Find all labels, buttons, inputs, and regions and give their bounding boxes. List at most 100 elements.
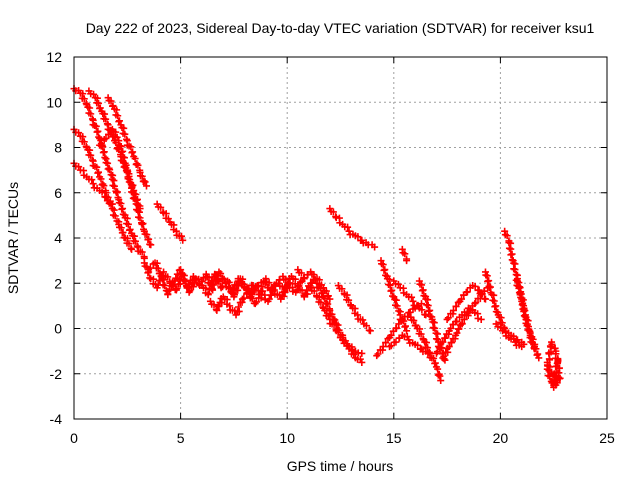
data-point [458,320,466,328]
data-point [554,356,562,364]
data-point [164,273,172,281]
data-point [441,334,449,342]
series-track-j [206,282,291,319]
data-point [484,277,492,285]
data-point [210,301,218,309]
data-point [124,173,132,181]
data-points [70,85,564,391]
data-point [131,195,139,203]
data-point [295,282,303,290]
data-point [546,356,554,364]
series-track-l [307,284,366,357]
data-point [317,284,325,292]
data-point [101,153,109,161]
data-point [214,302,222,310]
data-point [392,338,400,346]
data-point [387,331,395,339]
data-point [87,151,95,159]
data-point [300,275,308,283]
data-point [173,285,181,293]
data-point [478,290,486,298]
data-point [106,166,114,174]
data-point [324,300,332,308]
data-point [425,307,433,315]
series-track-o [377,257,411,335]
data-point [356,355,364,363]
data-point [358,358,366,366]
data-point [401,250,409,258]
data-point [138,220,146,228]
data-point [142,182,150,190]
data-point [477,315,485,323]
data-point [344,223,352,231]
data-point [125,240,133,248]
data-point [510,335,518,343]
data-point [87,110,95,118]
x-tick-label: 0 [70,430,78,446]
x-axis-label: GPS time / hours [287,458,394,474]
data-point [147,241,155,249]
data-point [89,180,97,188]
data-point [118,229,126,237]
data-point [374,350,382,358]
data-point [279,288,287,296]
data-point [118,148,126,156]
data-point [232,311,240,319]
data-point [114,112,122,120]
data-point [131,237,139,245]
data-point [472,299,480,307]
series-track-t [407,313,445,385]
data-point [414,341,422,349]
data-point [481,295,489,303]
data-point [161,282,169,290]
data-point [198,278,206,286]
data-point [503,232,511,240]
series-track-q [390,277,430,319]
data-point [204,290,212,298]
data-point [445,343,453,351]
data-point [134,161,142,169]
data-point [474,314,482,322]
y-tick-label: 8 [54,140,62,156]
y-tick-label: 0 [54,321,62,337]
data-point [515,284,523,292]
data-point [252,298,260,306]
chart-title: Day 222 of 2023, Sidereal Day-to-day VTE… [86,20,595,36]
data-point [359,316,367,324]
y-tick-labels: -4 -2 0 2 4 6 8 10 12 [46,49,62,427]
data-point [422,311,430,319]
data-point [179,236,187,244]
data-point [107,97,115,105]
data-point [392,324,400,332]
data-point [213,306,221,314]
data-point [403,257,411,265]
y-tick-label: -2 [50,366,63,382]
data-point [108,175,116,183]
data-point [134,201,142,209]
data-point [552,372,560,380]
data-point [358,349,366,357]
data-point [548,338,556,346]
data-point [146,274,154,282]
data-point [164,290,172,298]
data-point [100,182,108,190]
data-point [471,282,479,290]
data-point [225,283,233,291]
data-point [491,303,499,311]
data-point [102,193,110,201]
data-point [124,220,132,228]
data-point [354,233,362,241]
data-point [102,115,110,123]
data-point [453,329,461,337]
data-point [520,307,528,315]
data-point [262,279,270,287]
series-track-i [145,259,306,301]
series-track-n [334,282,374,335]
data-point [328,310,336,318]
data-point [408,293,416,301]
data-point [154,264,162,272]
data-point [112,189,120,197]
x-tick-label: 15 [386,430,402,446]
data-point [431,324,439,332]
